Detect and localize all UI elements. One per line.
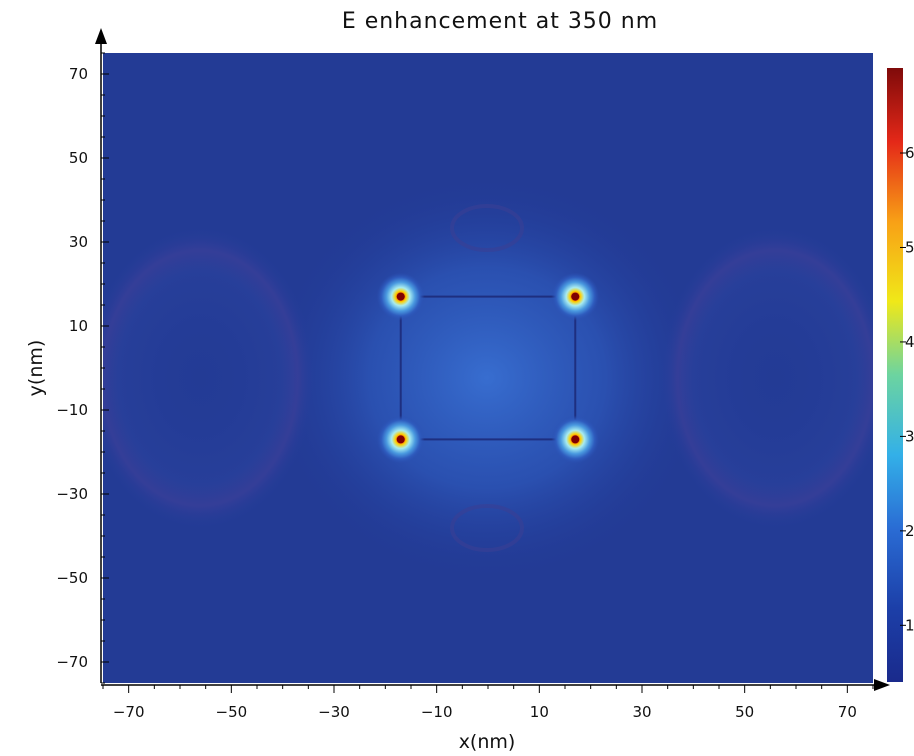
y-axis-arrow bbox=[95, 28, 107, 44]
y-tick-label: −10 bbox=[56, 401, 88, 419]
x-axis-label: x(nm) bbox=[459, 731, 516, 753]
hotspot-core-2 bbox=[571, 292, 580, 301]
field-glow-region bbox=[272, 178, 702, 578]
x-tick-label: −30 bbox=[318, 703, 350, 721]
x-tick-label: 70 bbox=[838, 703, 857, 721]
y-tick-label: 70 bbox=[69, 65, 88, 83]
y-tick-label: 10 bbox=[69, 317, 88, 335]
colorbar-tick-label: 6 bbox=[905, 144, 914, 162]
x-axis-arrow bbox=[874, 679, 890, 691]
y-tick-label: −30 bbox=[56, 485, 88, 503]
colorbar-tick-label: 1 bbox=[905, 616, 914, 634]
x-ticks: −70 −50 −30 −10 10 30 50 70 bbox=[102, 685, 874, 721]
plot-area bbox=[103, 53, 873, 683]
x-tick-label: 10 bbox=[530, 703, 549, 721]
y-axis-label: y(nm) bbox=[25, 340, 47, 397]
x-tick-label: −70 bbox=[113, 703, 145, 721]
y-tick-label: −70 bbox=[56, 653, 88, 671]
square-outline bbox=[399, 295, 577, 441]
hotspot-core-1 bbox=[396, 292, 405, 301]
hotspot-core-3 bbox=[396, 435, 405, 444]
y-tick-label: 30 bbox=[69, 233, 88, 251]
top-lobe bbox=[450, 204, 524, 252]
colorbar-tick-label: 4 bbox=[905, 333, 914, 351]
x-tick-label: −10 bbox=[421, 703, 453, 721]
y-tick-label: 50 bbox=[69, 149, 88, 167]
colorbar-ticks: 6 5 4 3 2 1 bbox=[900, 144, 914, 634]
chart-title: E enhancement at 350 nm bbox=[342, 9, 658, 34]
y-tick-label: −50 bbox=[56, 569, 88, 587]
colorbar bbox=[887, 68, 903, 682]
right-lobe bbox=[660, 228, 873, 528]
colorbar-tick-label: 2 bbox=[905, 522, 914, 540]
x-tick-label: 50 bbox=[735, 703, 754, 721]
x-tick-label: −50 bbox=[216, 703, 248, 721]
x-tick-label: 30 bbox=[632, 703, 651, 721]
hotspot-core-4 bbox=[571, 435, 580, 444]
hotspots-layer bbox=[376, 272, 600, 464]
bottom-lobe bbox=[450, 504, 524, 552]
y-ticks: 70 50 30 10 −10 −30 −50 −70 bbox=[56, 52, 109, 684]
colorbar-tick-label: 3 bbox=[905, 427, 914, 445]
colorbar-tick-label: 5 bbox=[905, 238, 914, 256]
left-lobe bbox=[103, 228, 315, 528]
